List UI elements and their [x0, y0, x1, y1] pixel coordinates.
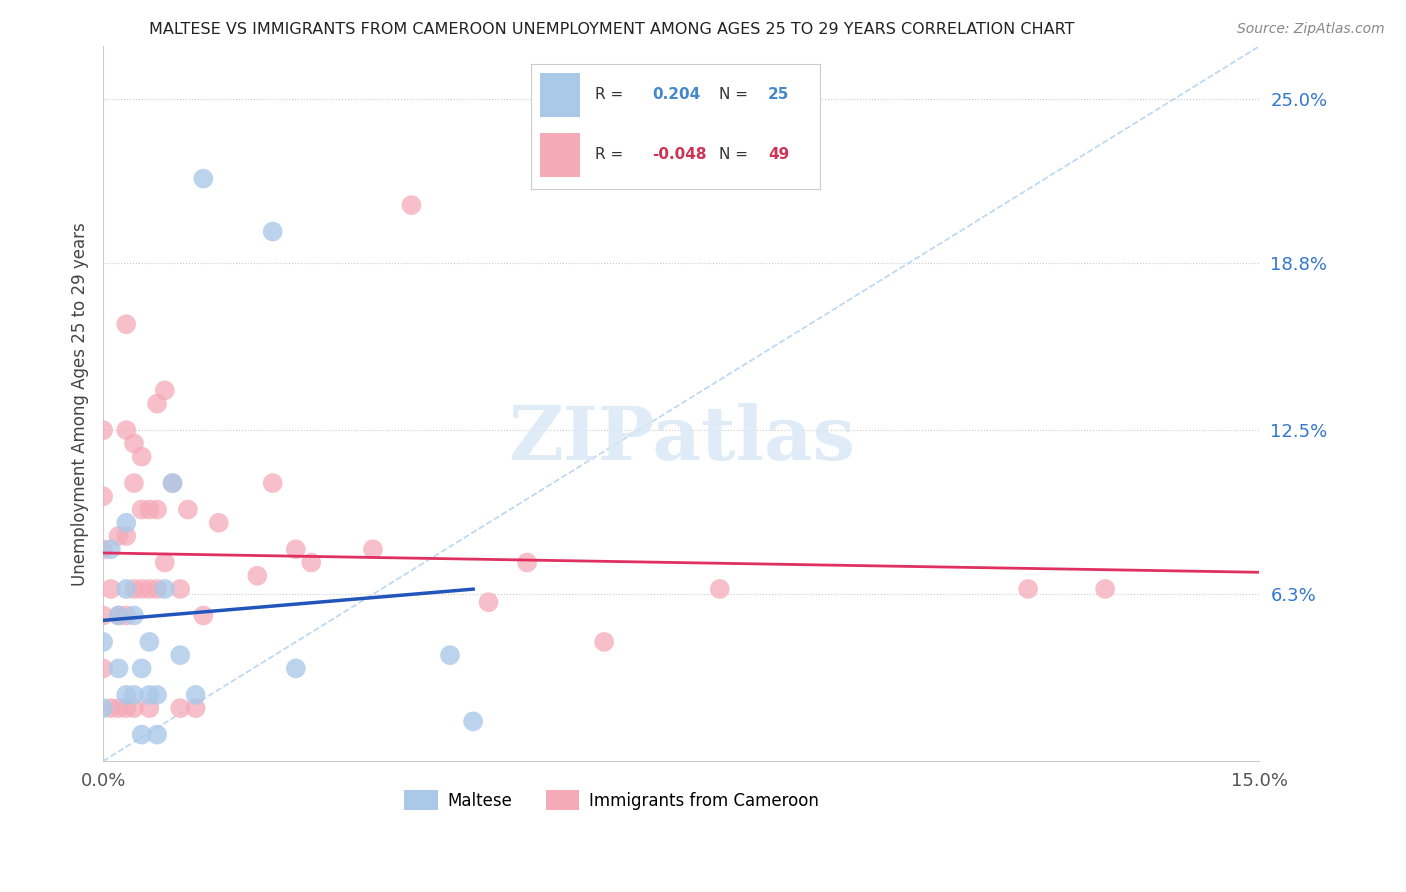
- Legend: Maltese, Immigrants from Cameroon: Maltese, Immigrants from Cameroon: [398, 783, 825, 817]
- Point: [100, 582, 122, 596]
- Point: [131, 582, 153, 596]
- Point: [122, 436, 145, 450]
- Point: [463, 714, 485, 729]
- Point: [146, 397, 169, 411]
- Point: [131, 661, 153, 675]
- Point: [91, 635, 114, 649]
- Point: [162, 476, 184, 491]
- Point: [401, 198, 423, 212]
- Point: [138, 701, 160, 715]
- Point: [193, 608, 215, 623]
- Point: [122, 688, 145, 702]
- Point: [169, 582, 191, 596]
- Point: [361, 542, 384, 557]
- Text: MALTESE VS IMMIGRANTS FROM CAMEROON UNEMPLOYMENT AMONG AGES 25 TO 29 YEARS CORRE: MALTESE VS IMMIGRANTS FROM CAMEROON UNEM…: [149, 22, 1074, 37]
- Point: [107, 608, 129, 623]
- Point: [153, 556, 176, 570]
- Point: [208, 516, 231, 530]
- Point: [146, 728, 169, 742]
- Point: [107, 529, 129, 543]
- Point: [177, 502, 200, 516]
- Point: [709, 582, 731, 596]
- Point: [146, 688, 169, 702]
- Point: [131, 728, 153, 742]
- Point: [115, 423, 138, 437]
- Point: [593, 635, 616, 649]
- Point: [138, 582, 160, 596]
- Point: [91, 489, 114, 503]
- Point: [107, 608, 129, 623]
- Text: Source: ZipAtlas.com: Source: ZipAtlas.com: [1237, 22, 1385, 37]
- Point: [91, 608, 114, 623]
- Point: [131, 450, 153, 464]
- Point: [262, 476, 284, 491]
- Point: [115, 529, 138, 543]
- Point: [107, 701, 129, 715]
- Point: [91, 701, 114, 715]
- Point: [115, 701, 138, 715]
- Point: [115, 582, 138, 596]
- Point: [169, 648, 191, 662]
- Point: [115, 688, 138, 702]
- Point: [153, 582, 176, 596]
- Point: [138, 635, 160, 649]
- Point: [107, 661, 129, 675]
- Point: [516, 556, 538, 570]
- Point: [131, 502, 153, 516]
- Point: [100, 701, 122, 715]
- Point: [138, 688, 160, 702]
- Point: [193, 171, 215, 186]
- Point: [162, 476, 184, 491]
- Point: [146, 502, 169, 516]
- Point: [1094, 582, 1116, 596]
- Point: [246, 568, 269, 582]
- Point: [184, 688, 207, 702]
- Point: [299, 556, 322, 570]
- Point: [439, 648, 461, 662]
- Point: [477, 595, 499, 609]
- Point: [91, 661, 114, 675]
- Point: [122, 476, 145, 491]
- Point: [138, 502, 160, 516]
- Point: [153, 384, 176, 398]
- Point: [115, 608, 138, 623]
- Point: [284, 661, 307, 675]
- Point: [115, 516, 138, 530]
- Point: [122, 582, 145, 596]
- Point: [184, 701, 207, 715]
- Point: [122, 701, 145, 715]
- Point: [100, 542, 122, 557]
- Point: [91, 423, 114, 437]
- Point: [169, 701, 191, 715]
- Point: [146, 582, 169, 596]
- Point: [284, 542, 307, 557]
- Point: [115, 317, 138, 331]
- Text: ZIPatlas: ZIPatlas: [508, 403, 855, 476]
- Point: [262, 225, 284, 239]
- Point: [91, 542, 114, 557]
- Y-axis label: Unemployment Among Ages 25 to 29 years: Unemployment Among Ages 25 to 29 years: [72, 222, 89, 585]
- Point: [122, 608, 145, 623]
- Point: [1017, 582, 1039, 596]
